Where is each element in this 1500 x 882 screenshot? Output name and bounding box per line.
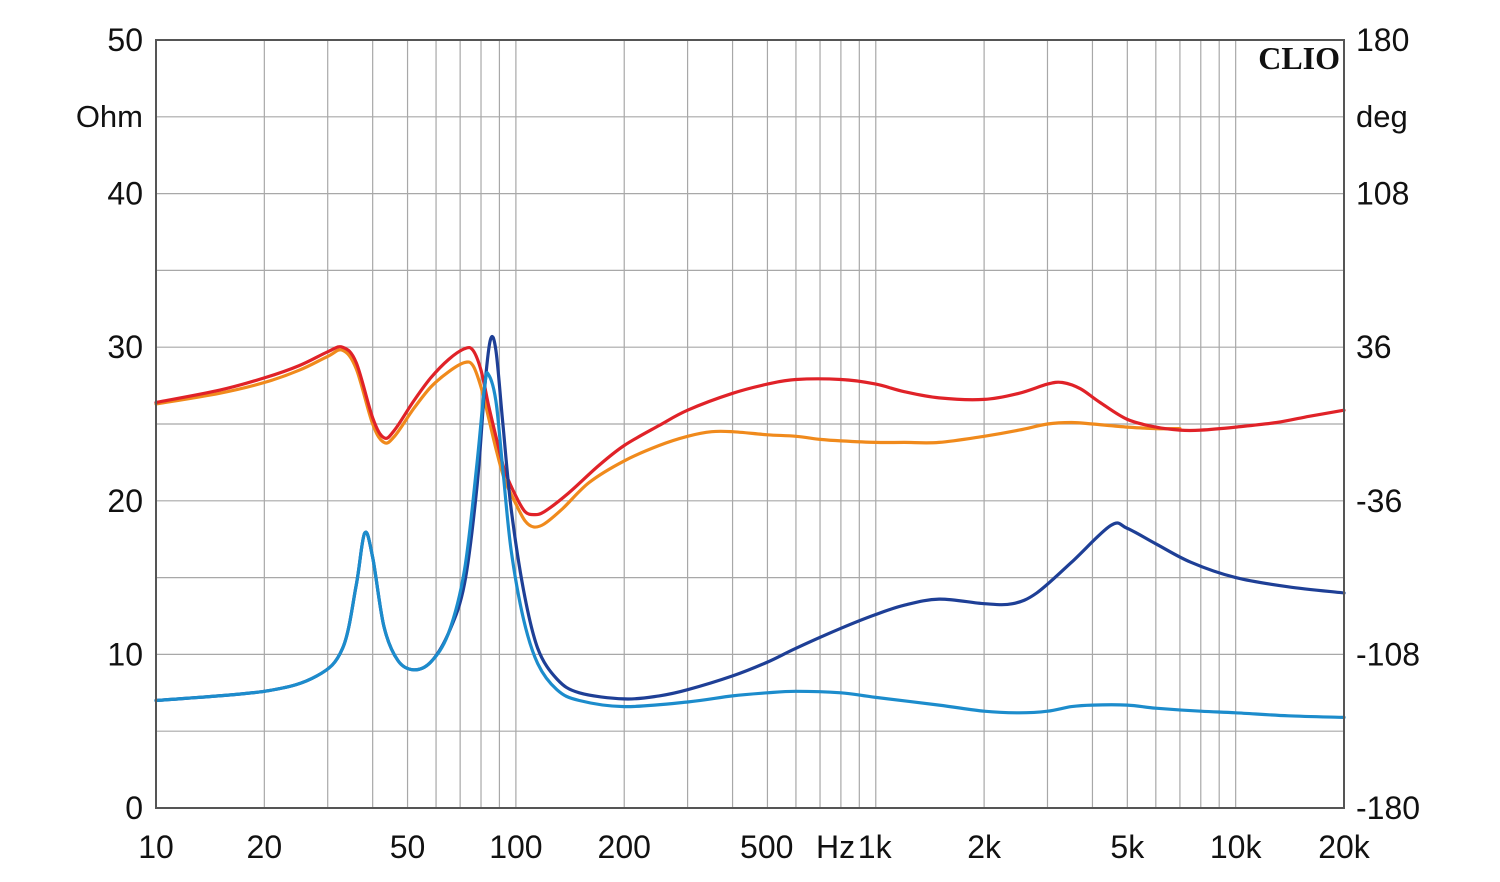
- series-line-red: [154, 345, 1346, 517]
- x-tick-label: 500: [740, 829, 793, 865]
- series-line-light-blue: [154, 371, 1346, 719]
- y-tick-left: 40: [107, 176, 143, 212]
- series-line-dark-blue: [154, 335, 1346, 703]
- x-tick-label: 2k: [967, 829, 1002, 865]
- y-axis-unit-right: deg: [1356, 99, 1408, 134]
- clio-logo: CLIO: [1258, 40, 1340, 76]
- plot-frame: [155, 39, 1345, 809]
- y-tick-right: 36: [1356, 329, 1392, 365]
- series-line-orange: [154, 348, 1182, 529]
- y-tick-left: 20: [107, 483, 143, 519]
- y-tick-left: 10: [107, 636, 143, 672]
- x-tick-label: 50: [390, 829, 426, 865]
- x-tick-label: 20k: [1318, 829, 1371, 865]
- x-tick-label: 200: [598, 829, 651, 865]
- x-tick-label: 10k: [1210, 829, 1263, 865]
- x-tick-label: 10: [138, 829, 174, 865]
- x-tick-label: 1k: [858, 829, 893, 865]
- y-tick-left: 30: [107, 329, 143, 365]
- x-tick-label: 5k: [1110, 829, 1145, 865]
- y-tick-right: -180: [1356, 790, 1420, 826]
- x-tick-label: 100: [489, 829, 542, 865]
- y-axis-unit-left: Ohm: [76, 99, 143, 134]
- y-tick-left: 50: [107, 22, 143, 58]
- x-tick-label: 20: [247, 829, 283, 865]
- y-tick-right: -108: [1356, 636, 1420, 672]
- y-tick-right: 108: [1356, 176, 1409, 212]
- y-tick-right: 180: [1356, 22, 1409, 58]
- series-lines: [154, 335, 1346, 719]
- y-tick-left: 0: [125, 790, 143, 826]
- grid: [156, 40, 1344, 808]
- y-tick-right: -36: [1356, 483, 1402, 519]
- x-axis-unit: Hz: [816, 829, 855, 865]
